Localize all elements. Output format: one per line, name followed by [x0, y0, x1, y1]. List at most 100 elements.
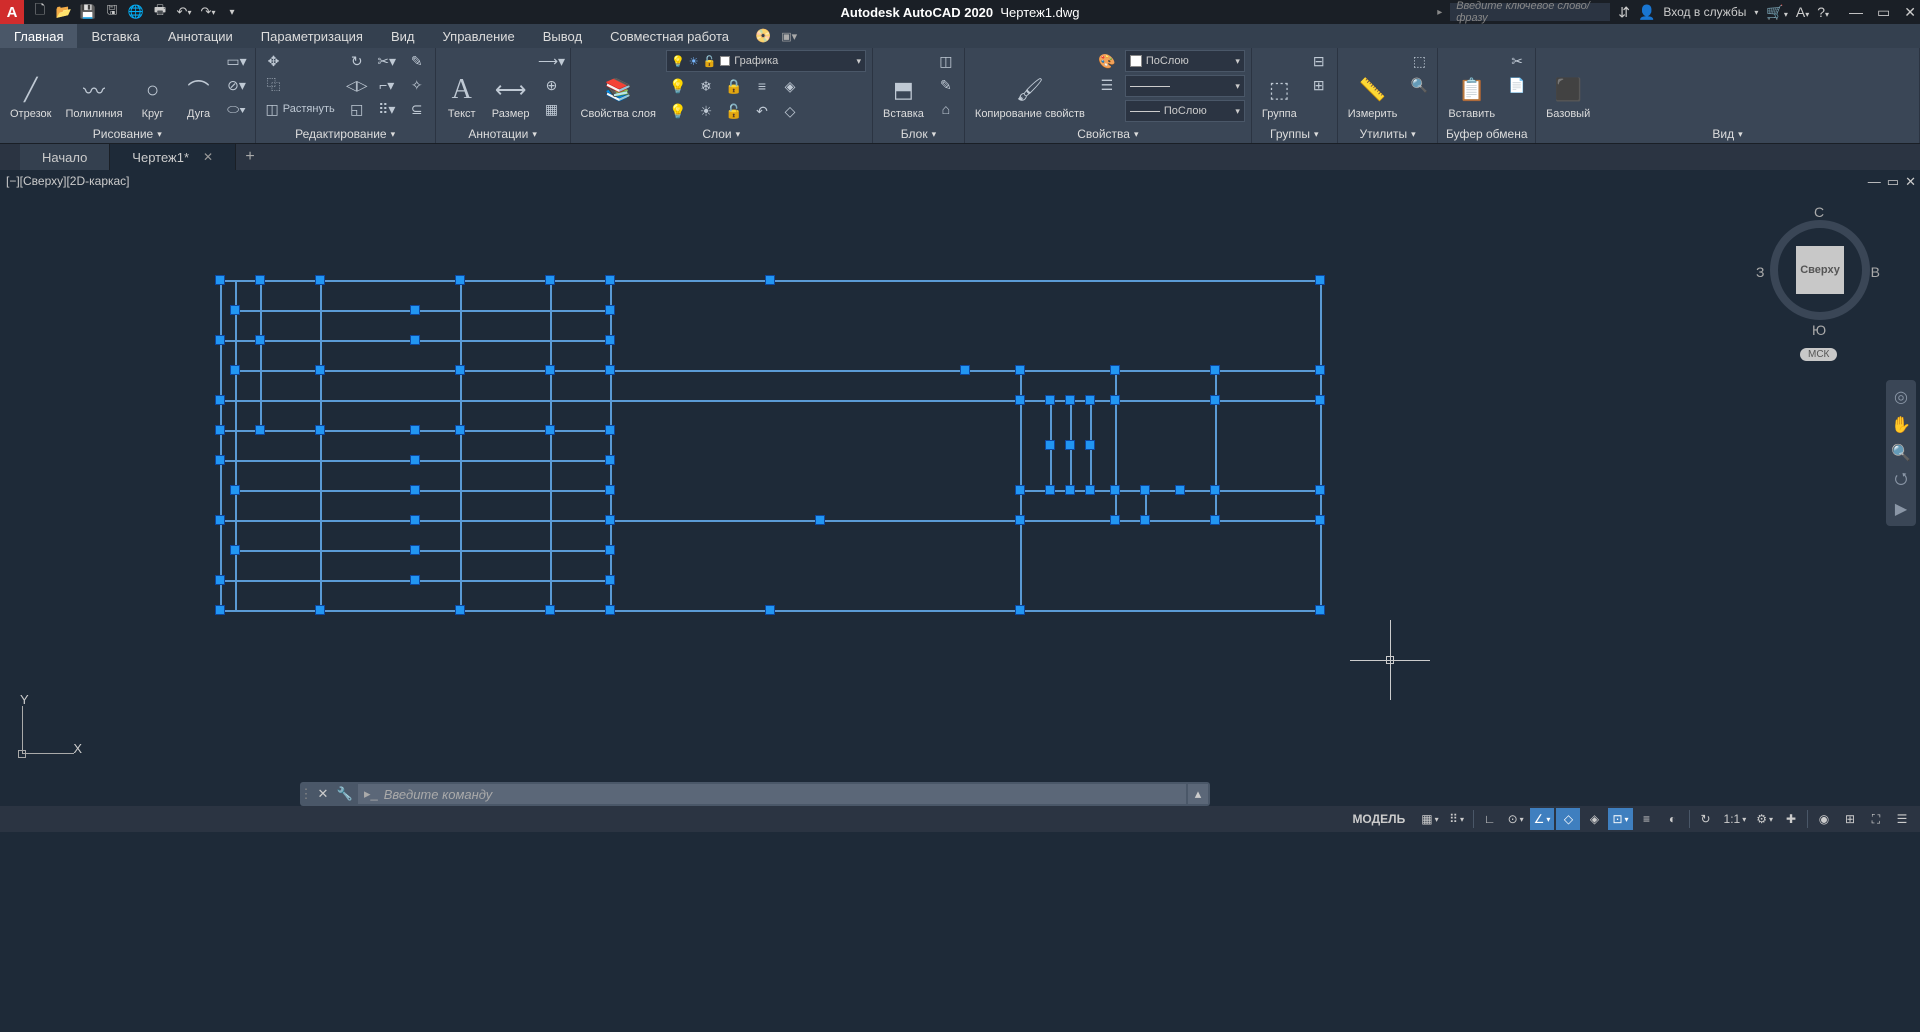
grip[interactable] [1110, 485, 1120, 495]
web-icon[interactable]: 🌐 [126, 2, 146, 22]
new-icon[interactable]: 🗋 [30, 2, 50, 22]
lineweight-toggle[interactable]: ≡ [1635, 808, 1659, 830]
cmdline-history-icon[interactable]: ▴ [1188, 784, 1208, 804]
grip[interactable] [605, 335, 615, 345]
gear-icon[interactable]: ⚙▾ [1752, 808, 1777, 830]
grid-toggle[interactable]: ▦▾ [1417, 808, 1442, 830]
connectivity-icon[interactable]: ⇵ [1618, 4, 1630, 21]
grip[interactable] [410, 305, 420, 315]
featured-apps-icon[interactable]: 📀 [755, 28, 771, 44]
login-label[interactable]: Вход в службы [1663, 5, 1746, 19]
fillet-icon[interactable]: ⌐▾ [375, 74, 399, 96]
group-button[interactable]: ⬚Группа [1258, 50, 1301, 122]
hatch-icon[interactable]: ⊘▾ [225, 74, 249, 96]
rectangle-icon[interactable]: ▭▾ [225, 50, 249, 72]
grip[interactable] [815, 515, 825, 525]
grip[interactable] [605, 605, 615, 615]
viewcube-east[interactable]: В [1871, 264, 1880, 280]
tab-annotate[interactable]: Аннотации [154, 24, 247, 48]
exchange-icon[interactable]: 🛒▾ [1766, 4, 1787, 21]
zoom-extents-icon[interactable]: 🔍 [1886, 440, 1916, 466]
tab-home[interactable]: Главная [0, 24, 77, 48]
scale-icon[interactable]: ◱ [345, 98, 369, 120]
grip[interactable] [410, 515, 420, 525]
grip[interactable] [215, 275, 225, 285]
linetype-dropdown[interactable]: ПоСлою▾ [1125, 100, 1245, 122]
grip[interactable] [605, 365, 615, 375]
grip[interactable] [455, 605, 465, 615]
grip[interactable] [215, 515, 225, 525]
open-icon[interactable]: 📂 [54, 2, 74, 22]
workspace-icon[interactable]: ✚ [1779, 808, 1803, 830]
grip[interactable] [1065, 395, 1075, 405]
grip[interactable] [410, 425, 420, 435]
cmdline-grip-icon[interactable]: ⋮ [300, 786, 312, 802]
grip[interactable] [1315, 395, 1325, 405]
erase-icon[interactable]: ✎ [405, 50, 429, 72]
base-view-button[interactable]: ⬛Базовый [1542, 50, 1594, 122]
command-line[interactable]: ⋮ ✕ 🔧 ▸_ Введите команду ▴ [300, 782, 1210, 806]
grip[interactable] [455, 365, 465, 375]
centerline-icon[interactable]: ⊕ [540, 74, 564, 96]
measure-button[interactable]: 📏Измерить [1344, 50, 1402, 122]
ungroup-icon[interactable]: ⊟ [1307, 50, 1331, 72]
grip[interactable] [315, 605, 325, 615]
grip[interactable] [1210, 395, 1220, 405]
leader-icon[interactable]: ⟶▾ [540, 50, 564, 72]
tab-collaborate[interactable]: Совместная работа [596, 24, 743, 48]
ribbon-collapse-icon[interactable]: ▣▾ [781, 30, 797, 43]
grip[interactable] [605, 545, 615, 555]
start-tab[interactable]: Начало [20, 144, 110, 170]
create-block-icon[interactable]: ◫ [934, 50, 958, 72]
pan-icon[interactable]: ✋ [1886, 412, 1916, 438]
layer-match-icon[interactable]: ≡ [750, 75, 774, 97]
grip[interactable] [215, 335, 225, 345]
grip[interactable] [605, 275, 615, 285]
layer-on-icon[interactable]: 💡 [666, 100, 690, 122]
grip[interactable] [605, 305, 615, 315]
copy-clip-icon[interactable]: 📄 [1505, 74, 1529, 96]
layer-dropdown[interactable]: 💡☀🔓 Графика▾ [666, 50, 866, 72]
tab-parametric[interactable]: Параметризация [247, 24, 377, 48]
grip[interactable] [255, 275, 265, 285]
grip[interactable] [455, 425, 465, 435]
stretch-button[interactable]: ◫Растянуть [262, 98, 339, 120]
circle-button[interactable]: ○Круг [133, 50, 173, 122]
grip[interactable] [255, 335, 265, 345]
grip[interactable] [1110, 365, 1120, 375]
grip[interactable] [230, 365, 240, 375]
drawing-tab[interactable]: Чертеж1*✕ [110, 144, 236, 170]
grip[interactable] [1315, 515, 1325, 525]
grip[interactable] [545, 365, 555, 375]
grip[interactable] [605, 515, 615, 525]
array-icon[interactable]: ⠿▾ [375, 98, 399, 120]
text-button[interactable]: AТекст [442, 50, 482, 122]
tab-insert[interactable]: Вставка [77, 24, 153, 48]
polar-toggle[interactable]: ⊙▾ [1504, 808, 1528, 830]
grip[interactable] [255, 425, 265, 435]
search-input[interactable]: Введите ключевое слово/фразу [1450, 3, 1610, 21]
grip[interactable] [410, 455, 420, 465]
osnap-toggle[interactable]: ◇ [1556, 808, 1580, 830]
ortho-toggle[interactable]: ∟ [1478, 808, 1502, 830]
grip[interactable] [1065, 440, 1075, 450]
grip[interactable] [765, 275, 775, 285]
drawing-canvas[interactable] [0, 170, 1920, 782]
grip[interactable] [1315, 485, 1325, 495]
3dosnap-toggle[interactable]: ◈ [1582, 808, 1606, 830]
grip[interactable] [1315, 365, 1325, 375]
grip[interactable] [605, 485, 615, 495]
user-icon[interactable]: 👤 [1638, 4, 1655, 21]
grip[interactable] [1015, 485, 1025, 495]
grip[interactable] [545, 275, 555, 285]
clean-screen-icon[interactable]: ⛶ [1864, 808, 1888, 830]
autodesk-app-icon[interactable]: A▾ [1796, 4, 1809, 20]
grip[interactable] [1110, 395, 1120, 405]
line-button[interactable]: ╱Отрезок [6, 50, 55, 122]
grip[interactable] [1015, 395, 1025, 405]
grip[interactable] [315, 365, 325, 375]
mirror-icon[interactable]: ◁▷ [345, 74, 369, 96]
maximize-button[interactable]: ▭ [1877, 4, 1890, 21]
close-tab-icon[interactable]: ✕ [203, 150, 213, 164]
grip[interactable] [1085, 395, 1095, 405]
